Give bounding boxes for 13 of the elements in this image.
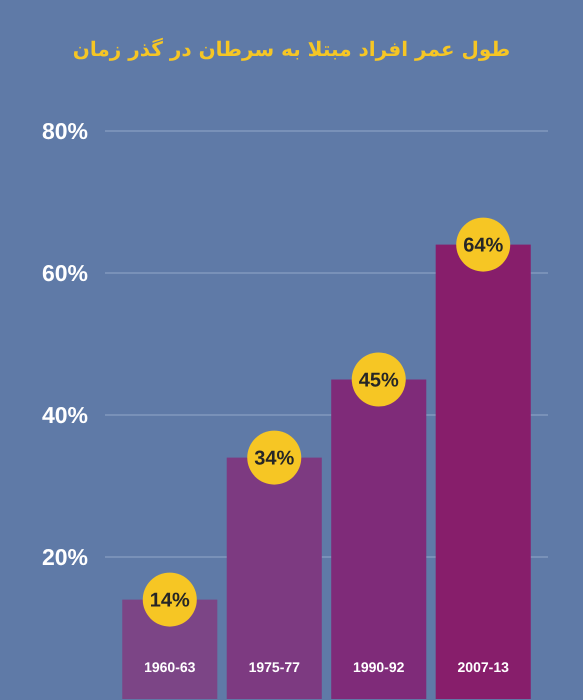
x-tick-label: 1975-77 bbox=[248, 659, 300, 675]
data-label: 34% bbox=[254, 448, 294, 470]
y-tick-label: 20% bbox=[42, 544, 88, 570]
y-tick-label: 40% bbox=[42, 402, 88, 428]
chart-title: طول عمر افراد مبتلا به سرطان در گذر زمان bbox=[72, 37, 510, 61]
y-tick-label: 80% bbox=[42, 118, 88, 144]
data-label: 14% bbox=[150, 590, 190, 612]
x-tick-label: 2007-13 bbox=[458, 659, 510, 675]
x-tick-label: 1990-92 bbox=[353, 659, 405, 675]
y-tick-label: 60% bbox=[42, 260, 88, 286]
x-tick-label: 1960-63 bbox=[144, 659, 196, 675]
data-label: 64% bbox=[463, 234, 504, 257]
data-label: 45% bbox=[358, 370, 399, 392]
